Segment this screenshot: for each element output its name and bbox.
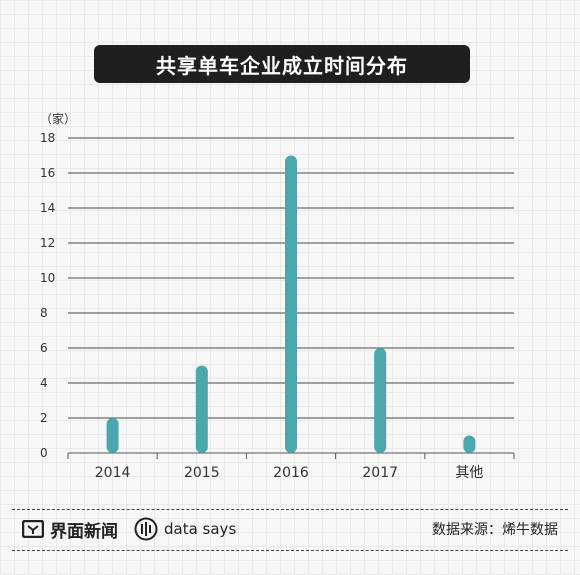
footer: 界面新闻 data says 数据来源：烯牛数据 bbox=[22, 514, 558, 544]
bar bbox=[106, 418, 119, 453]
brand-data-says: data says bbox=[134, 517, 236, 541]
footer-divider-top bbox=[12, 509, 568, 510]
y-tick-label: 8 bbox=[40, 306, 48, 320]
y-tick-label: 12 bbox=[40, 236, 55, 250]
y-tick-label: 0 bbox=[40, 446, 48, 460]
x-tick-label: 2017 bbox=[362, 465, 398, 481]
bar bbox=[285, 155, 297, 453]
y-tick-label: 14 bbox=[40, 201, 55, 215]
chart-title: 共享单车企业成立时间分布 bbox=[156, 53, 408, 78]
x-tick-label: 2014 bbox=[95, 465, 131, 481]
y-tick-label: 16 bbox=[40, 166, 55, 180]
bar bbox=[463, 435, 476, 453]
chart-title-box: 共享单车企业成立时间分布 bbox=[94, 45, 470, 83]
y-tick-label: 4 bbox=[40, 376, 48, 390]
footer-divider-bottom bbox=[12, 550, 568, 551]
x-tick-label: 2015 bbox=[184, 465, 220, 481]
brand-jiemian: 界面新闻 bbox=[22, 517, 118, 542]
data-says-logo-icon bbox=[134, 517, 158, 541]
y-tick-label: 2 bbox=[40, 411, 48, 425]
x-tick-label: 2016 bbox=[273, 465, 309, 481]
data-source: 数据来源：烯牛数据 bbox=[432, 522, 558, 538]
bar bbox=[374, 348, 387, 453]
brand-name: 界面新闻 bbox=[50, 521, 118, 542]
bar bbox=[195, 365, 208, 453]
y-tick-label: 10 bbox=[40, 271, 55, 285]
bar-chart: （家） 0 2 4 6 8 10 12 14 16 18 2014 2015 2016 2017 其他 bbox=[40, 111, 515, 481]
data-says-label: data says bbox=[164, 520, 237, 538]
y-tick-label: 6 bbox=[40, 341, 48, 355]
jiemian-logo-icon bbox=[22, 520, 44, 538]
y-unit-label: （家） bbox=[40, 111, 76, 126]
y-tick-label: 18 bbox=[40, 131, 55, 145]
x-tick-label: 其他 bbox=[455, 465, 483, 481]
